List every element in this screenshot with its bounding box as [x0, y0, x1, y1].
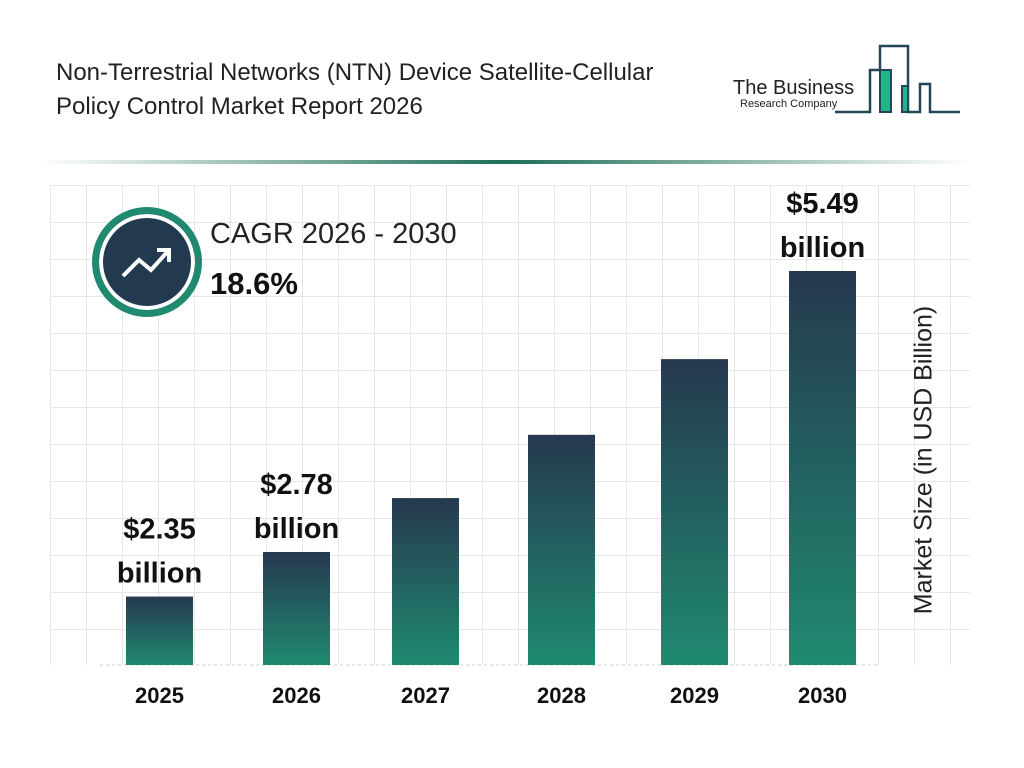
bar-2029	[661, 359, 728, 665]
data-label: $2.35	[123, 514, 196, 546]
chart-title: Non-Terrestrial Networks (NTN) Device Sa…	[56, 59, 654, 120]
bar-2025	[126, 596, 193, 665]
x-tick-label: 2028	[537, 683, 586, 708]
bar-2027	[392, 498, 459, 665]
logo-line1: The Business	[733, 77, 854, 99]
data-label: $2.78	[260, 469, 333, 501]
bar-2030	[789, 271, 856, 665]
bar-2026	[263, 551, 330, 665]
company-logo: The Business Research Company	[720, 40, 970, 125]
x-tick-label: 2030	[798, 683, 847, 708]
data-label: billion	[254, 513, 339, 545]
cagr-value: 18.6%	[210, 266, 298, 301]
data-label: billion	[117, 558, 202, 590]
trending-up-icon	[92, 207, 202, 317]
header-divider	[40, 160, 970, 164]
bar-2028	[528, 434, 595, 665]
data-label: billion	[780, 232, 865, 264]
x-tick-label: 2027	[401, 683, 450, 708]
data-label: $5.49	[786, 188, 859, 220]
x-tick-label: 2026	[272, 683, 321, 708]
logo-line2: Research Company	[740, 98, 838, 110]
cagr-label: CAGR 2026 - 2030	[210, 218, 457, 250]
x-tick-label: 2025	[135, 683, 184, 708]
x-tick-label: 2029	[670, 683, 719, 708]
